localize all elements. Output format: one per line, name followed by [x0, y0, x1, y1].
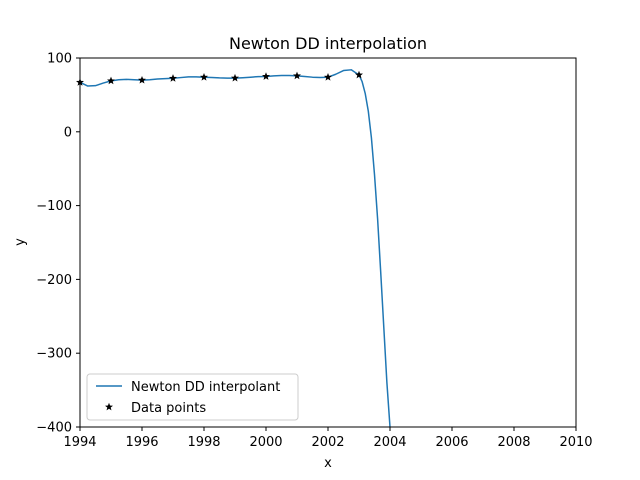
data-point-star	[231, 73, 239, 82]
interpolant-line	[80, 69, 391, 427]
y-tick-label: −300	[36, 347, 72, 362]
x-tick-label: 1996	[125, 435, 158, 450]
x-tick-label: 2008	[497, 435, 530, 450]
y-axis: 100 0 −100 −200 −300 −400	[36, 52, 80, 436]
y-tick-label: 100	[47, 52, 72, 67]
y-tick-label: −100	[36, 199, 72, 214]
x-axis: 1994 1996 1998 2000 2002 2004 2006 2008 2010	[63, 427, 593, 450]
data-point-star	[293, 71, 301, 80]
chart-title: Newton DD interpolation	[229, 34, 427, 53]
plot-area	[80, 69, 391, 427]
data-point-star	[324, 72, 332, 81]
x-tick-label: 1998	[187, 435, 220, 450]
data-point-star	[138, 75, 146, 84]
x-tick-label: 2000	[249, 435, 282, 450]
x-tick-label: 1994	[63, 435, 96, 450]
y-tick-label: 0	[64, 125, 72, 140]
legend-box	[86, 373, 299, 421]
data-point-star	[262, 72, 270, 80]
axes-frame	[79, 57, 577, 428]
x-tick-label: 2010	[559, 435, 592, 450]
x-tick-label: 2002	[311, 435, 344, 450]
data-point-star	[169, 74, 177, 82]
data-point-star	[200, 72, 208, 81]
y-axis-label: y	[13, 238, 28, 246]
legend-star-swatch	[105, 402, 113, 411]
data-point-star	[107, 76, 115, 85]
x-axis-label: x	[324, 456, 332, 471]
data-point-star	[355, 70, 363, 79]
y-tick-label: −400	[36, 421, 72, 436]
x-tick-label: 2006	[435, 435, 468, 450]
legend-label-data-points: Data points	[131, 401, 206, 416]
legend: Newton DD interpolant Data points	[86, 373, 299, 421]
legend-label-interpolant: Newton DD interpolant	[131, 380, 280, 395]
y-tick-label: −200	[36, 273, 72, 288]
x-tick-label: 2004	[373, 435, 406, 450]
